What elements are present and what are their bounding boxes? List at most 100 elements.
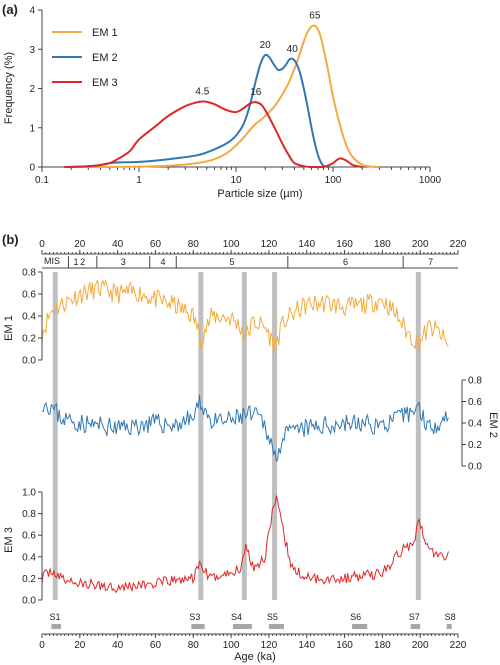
a-peak-label: 20: [260, 40, 272, 51]
b-bottom-tick-label: 0: [39, 640, 45, 651]
a-ytick-label: 0: [29, 163, 35, 174]
gray-band: [198, 272, 204, 600]
b-track-tick-label: 0.6: [22, 531, 36, 542]
event-bar: [51, 624, 61, 629]
b-track-tick-label: 1.0: [22, 488, 36, 499]
b-top-tick-label: 80: [188, 239, 200, 250]
b-bottom-tick-label: 80: [188, 640, 200, 651]
event-bar: [268, 624, 285, 629]
a-legend-label: EM 3: [92, 77, 118, 89]
a-ytick-label: 3: [29, 45, 35, 56]
panel-a-plot: 0 1 2 3 4 0.1 1 10 100 1000 EM 1 EM 2 EM 3 65 20 40 4.5 1…: [29, 6, 441, 187]
b-track-tick-label: 0.2: [22, 574, 36, 585]
b-track-tick-label: 0.0: [22, 596, 36, 607]
b-track-line-2: [41, 394, 449, 463]
event-bar: [410, 624, 421, 629]
mis-stage-label: 1: [73, 257, 78, 267]
a-ytick-label: 4: [29, 6, 35, 17]
event-label: S7: [409, 612, 420, 622]
b-track-line-1: [41, 278, 449, 355]
b-top-tick-label: 140: [298, 239, 315, 250]
gray-band: [272, 272, 278, 600]
mis-stage-label: 7: [428, 257, 433, 267]
b-bottom-tick-label: 60: [150, 640, 162, 651]
mis-stage-label: 3: [121, 257, 126, 267]
b-bottom-tick-label: 160: [336, 640, 353, 651]
a-xtick-label: 0.1: [35, 175, 49, 186]
b-bottom-tick-label: 220: [450, 640, 467, 651]
b-track-tick-label: 0.2: [468, 440, 482, 451]
b-top-tick-label: 40: [112, 239, 124, 250]
mis-label: MIS: [44, 256, 60, 266]
b-track-tick-label: 0.4: [22, 312, 36, 323]
event-label: S6: [350, 612, 361, 622]
b-top-tick-label: 200: [412, 239, 429, 250]
a-legend-label: EM 2: [92, 52, 118, 64]
panel-a-xlabel: Particle size (µm): [217, 188, 302, 200]
event-label: S5: [267, 612, 278, 622]
b-track-tick-label: 0.0: [22, 356, 36, 367]
a-series-line-2: [64, 53, 329, 168]
em3-ylabel: EM 3: [3, 527, 15, 553]
a-xtick-label: 1000: [419, 175, 442, 186]
b-track-tick-label: 0.4: [468, 419, 482, 430]
a-ytick-label: 2: [29, 84, 35, 95]
b-track-tick-label: 0.6: [468, 397, 482, 408]
b-track-tick-label: 0.8: [468, 376, 482, 387]
a-peak-label: 65: [309, 11, 321, 22]
a-xtick-label: 100: [325, 175, 342, 186]
event-bar: [446, 624, 452, 629]
b-track-tick-label: 0.4: [22, 552, 36, 563]
event-bar: [352, 624, 368, 629]
a-peak-label: 40: [287, 44, 299, 55]
mis-stage-label: 6: [343, 257, 348, 267]
b-bottom-tick-label: 180: [374, 640, 391, 651]
em1-ylabel: EM 1: [3, 315, 15, 341]
b-top-tick-label: 220: [450, 239, 467, 250]
mis-stage-label: 2: [80, 257, 85, 267]
em2-ylabel: EM 2: [487, 412, 499, 438]
a-xtick-label: 10: [230, 175, 242, 186]
b-track-tick-label: 0.6: [22, 290, 36, 301]
a-series-line-3: [64, 100, 363, 168]
b-bottom-tick-label: 140: [298, 640, 315, 651]
event-label: S1: [49, 612, 60, 622]
a-peak-label: 4.5: [195, 86, 209, 97]
event-bar: [191, 624, 205, 629]
event-label: S4: [231, 612, 242, 622]
a-series-line-1: [64, 24, 380, 168]
mis-stage-label: 5: [230, 257, 235, 267]
a-xtick-label: 1: [136, 175, 142, 186]
panel-b-label: (b): [2, 232, 19, 247]
b-top-tick-label: 20: [74, 239, 86, 250]
b-bottom-tick-label: 20: [74, 640, 86, 651]
panel-b-xlabel: Age (ka): [234, 651, 276, 663]
panel-a-ylabel: Frequency (%): [3, 52, 15, 124]
b-bottom-tick-label: 40: [112, 640, 124, 651]
event-label: S8: [445, 612, 456, 622]
b-track-tick-label: 0.8: [22, 268, 36, 279]
b-track-tick-label: 0.2: [22, 334, 36, 345]
b-track-line-3: [41, 495, 449, 594]
b-top-tick-label: 180: [374, 239, 391, 250]
a-ytick-label: 1: [29, 123, 35, 134]
b-top-tick-label: 60: [150, 239, 162, 250]
mis-stage-label: 4: [161, 257, 166, 267]
b-bottom-tick-label: 100: [223, 640, 240, 651]
b-top-tick-label: 100: [223, 239, 240, 250]
b-bottom-tick-label: 200: [412, 640, 429, 651]
b-bottom-tick-label: 120: [261, 640, 278, 651]
b-top-tick-label: 0: [39, 239, 45, 250]
gray-band: [52, 272, 58, 600]
a-legend-label: EM 1: [92, 27, 118, 39]
a-peak-label: 16: [250, 87, 262, 98]
panel-a-label: (a): [2, 2, 18, 17]
gray-band: [415, 272, 421, 600]
gray-band: [241, 272, 247, 600]
b-top-tick-label: 160: [336, 239, 353, 250]
b-track-tick-label: 0.8: [22, 509, 36, 520]
event-bar: [232, 624, 252, 629]
event-label: S3: [189, 612, 200, 622]
